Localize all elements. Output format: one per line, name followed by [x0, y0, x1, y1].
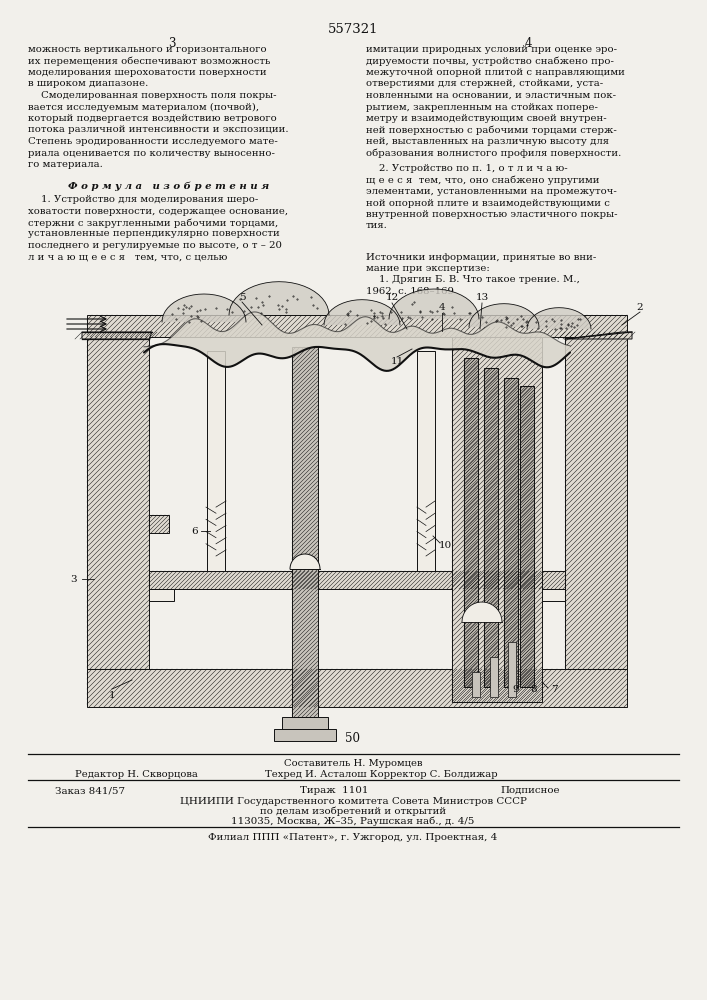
Text: 9: 9: [513, 686, 520, 694]
Bar: [508, 642, 516, 697]
Text: можность вертикального и горизонтального: можность вертикального и горизонтального: [28, 45, 267, 54]
Bar: [540, 589, 565, 601]
Text: ховатости поверхности, содержащее основание,: ховатости поверхности, содержащее основа…: [28, 207, 288, 216]
Text: 10: 10: [438, 542, 452, 550]
Text: 7: 7: [551, 686, 557, 694]
Text: моделирования шероховатости поверхности: моделирования шероховатости поверхности: [28, 68, 267, 77]
Text: Смоделированная поверхность поля покры‐: Смоделированная поверхность поля покры‐: [28, 91, 276, 100]
Text: межуточной опорной плитой с направляющими: межуточной опорной плитой с направляющим…: [366, 68, 625, 77]
Text: который подвергается воздействию ветрового: который подвергается воздействию ветрово…: [28, 114, 276, 123]
Text: Техред И. Асталош Корректор С. Болдижар: Техред И. Асталош Корректор С. Болдижар: [265, 770, 498, 779]
Bar: [207, 351, 225, 571]
Text: метру и взаимодействующим своей внутрен‐: метру и взаимодействующим своей внутрен‐: [366, 114, 607, 123]
Bar: [282, 717, 328, 731]
Text: Составитель Н. Муромцев: Составитель Н. Муромцев: [284, 759, 422, 768]
Bar: [149, 589, 174, 601]
Text: ЦНИИПИ Государственного комитета Совета Министров СССР: ЦНИИПИ Государственного комитета Совета …: [180, 797, 527, 806]
Text: 2: 2: [637, 302, 643, 312]
Text: Филиал ППП «Патент», г. Ужгород, ул. Проектная, 4: Филиал ППП «Патент», г. Ужгород, ул. Про…: [209, 833, 498, 842]
Bar: [87, 337, 149, 669]
Bar: [452, 337, 542, 702]
Bar: [464, 358, 478, 687]
Text: ной опорной плите и взаимодействующими с: ной опорной плите и взаимодействующими с: [366, 198, 610, 208]
Text: 1: 1: [109, 690, 115, 700]
Text: 557321: 557321: [328, 23, 378, 36]
Text: 50: 50: [346, 732, 361, 745]
Text: 113035, Москва, Ж–35, Раушская наб., д. 4/5: 113035, Москва, Ж–35, Раушская наб., д. …: [231, 817, 474, 826]
Bar: [87, 669, 627, 707]
Bar: [292, 347, 318, 717]
Text: 5: 5: [239, 292, 245, 302]
Bar: [87, 315, 627, 337]
Text: 13: 13: [475, 292, 489, 302]
Bar: [490, 657, 498, 697]
Text: Тираж  1101: Тираж 1101: [300, 786, 368, 795]
Text: стержни с закругленными рабочими торцами,: стержни с закругленными рабочими торцами…: [28, 218, 279, 228]
Text: в широком диапазоне.: в широком диапазоне.: [28, 80, 148, 89]
Text: дируемости почвы, устройство снабжено про‐: дируемости почвы, устройство снабжено пр…: [366, 56, 614, 66]
Text: 4: 4: [525, 37, 532, 50]
Text: имитации природных условий при оценке эро‐: имитации природных условий при оценке эр…: [366, 45, 617, 54]
Bar: [565, 337, 627, 669]
Text: потока различной интенсивности и экспозиции.: потока различной интенсивности и экспози…: [28, 125, 288, 134]
Text: элементами, установленными на промежуточ‐: элементами, установленными на промежуточ…: [366, 187, 617, 196]
Text: риала оценивается по количеству выносенно‐: риала оценивается по количеству выносенн…: [28, 148, 275, 157]
Text: 11: 11: [390, 358, 404, 366]
Text: ней поверхностью с рабочими торцами стерж‐: ней поверхностью с рабочими торцами стер…: [366, 125, 617, 135]
Text: 1. Дрягин Б. В. Что такое трение. М.,: 1. Дрягин Б. В. Что такое трение. М.,: [366, 275, 580, 284]
Text: вается исследуемым материалом (почвой),: вается исследуемым материалом (почвой),: [28, 103, 259, 112]
Text: щ е е с я  тем, что, оно снабжено упругими: щ е е с я тем, что, оно снабжено упругим…: [366, 176, 600, 185]
Text: го материала.: го материала.: [28, 160, 103, 169]
Polygon shape: [82, 332, 152, 339]
Bar: [274, 729, 336, 741]
Text: по делам изобретений и открытий: по делам изобретений и открытий: [260, 807, 446, 816]
Text: Степень эродированности исследуемого мате‐: Степень эродированности исследуемого мат…: [28, 137, 278, 146]
Bar: [149, 571, 565, 589]
Text: 2. Устройство по п. 1, о т л и ч а ю‐: 2. Устройство по п. 1, о т л и ч а ю‐: [366, 164, 568, 173]
Text: Ф о р м у л а   и з о б р е т е н и я: Ф о р м у л а и з о б р е т е н и я: [68, 182, 269, 191]
Text: отверстиями для стержней, стойками, уста‐: отверстиями для стержней, стойками, уста…: [366, 80, 603, 89]
Text: Источники информации, принятые во вни‐: Источники информации, принятые во вни‐: [366, 252, 596, 261]
Text: образования волнистого профиля поверхности.: образования волнистого профиля поверхнос…: [366, 148, 621, 158]
Bar: [472, 672, 480, 697]
Text: л и ч а ю щ е е с я   тем, что, с целью: л и ч а ю щ е е с я тем, что, с целью: [28, 252, 228, 261]
Text: 1. Устройство для моделирования шеро‐: 1. Устройство для моделирования шеро‐: [28, 195, 258, 204]
Text: 4: 4: [438, 302, 445, 312]
Text: 12: 12: [385, 292, 399, 302]
Text: установленные перпендикулярно поверхности: установленные перпендикулярно поверхност…: [28, 230, 280, 238]
Bar: [417, 351, 435, 571]
Text: Редактор Н. Скворцова: Редактор Н. Скворцова: [75, 770, 198, 779]
Text: 3: 3: [168, 37, 176, 50]
Text: 3: 3: [71, 574, 77, 584]
Text: последнего и регулируемые по высоте, о т – 20: последнего и регулируемые по высоте, о т…: [28, 241, 282, 250]
Bar: [520, 386, 534, 687]
Text: Заказ 841/57: Заказ 841/57: [55, 786, 125, 795]
Text: внутренной поверхностью эластичного покры‐: внутренной поверхностью эластичного покр…: [366, 210, 617, 219]
Text: их перемещения обеспечивают возможность: их перемещения обеспечивают возможность: [28, 56, 270, 66]
Text: 1962, с. 168–169: 1962, с. 168–169: [366, 287, 454, 296]
Text: мание при экспертизе:: мание при экспертизе:: [366, 264, 490, 273]
Text: тия.: тия.: [366, 222, 388, 231]
Bar: [504, 378, 518, 687]
Text: 6: 6: [192, 526, 198, 536]
Text: рытием, закрепленным на стойках попере‐: рытием, закрепленным на стойках попере‐: [366, 103, 598, 111]
Polygon shape: [565, 332, 632, 339]
Bar: [149, 515, 169, 533]
Bar: [484, 368, 498, 687]
Text: ней, выставленных на различную высоту для: ней, выставленных на различную высоту дл…: [366, 137, 609, 146]
Text: 8: 8: [531, 686, 537, 694]
Text: новленными на основании, и эластичным пок‐: новленными на основании, и эластичным по…: [366, 91, 616, 100]
Text: Подписное: Подписное: [500, 786, 559, 795]
